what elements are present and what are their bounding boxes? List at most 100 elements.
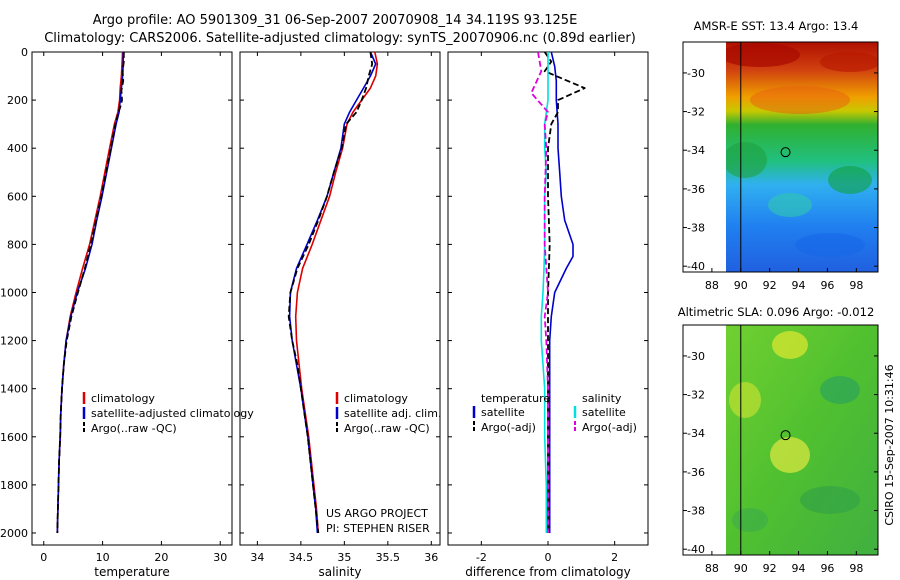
figure-title-line1: Argo profile: AO 5901309_31 06-Sep-2007 … (93, 13, 578, 28)
sla-low-patch (732, 508, 768, 532)
series-line-climatology (56, 51, 124, 534)
difference-legend: temperature satellite Argo(-adj) salinit… (472, 392, 637, 434)
legend-group-temperature: temperature (481, 392, 550, 405)
y-tick-label: 1400 (0, 383, 28, 396)
sst-heatmap (726, 42, 878, 272)
y-tick-label: 400 (7, 142, 28, 155)
series-line-satellite-temperature (548, 51, 574, 533)
temperature-chart: 0 10 20 30 temperature 0 200 400 600 800 1000 1200 1… (0, 46, 232, 579)
x-axis-label: temperature (94, 565, 169, 579)
legend-label-climatology: climatology (91, 392, 155, 405)
sst-cyan-patch (768, 193, 812, 217)
sst-blue-patch (795, 233, 865, 257)
legend-label-satellite: satellite adj. clim. (344, 407, 441, 420)
temperature-legend: climatology satellite-adjusted climatolo… (82, 392, 254, 435)
series-line-argo-adj--salinity (530, 51, 549, 533)
legend-label-temp-argo: Argo(-adj) (481, 421, 536, 434)
argo-position-marker (780, 147, 791, 158)
x-tick-label: -2 (476, 551, 487, 564)
sla-low-patch (800, 486, 860, 514)
timestamp-stamp: CSIRO 15-Sep-2007 10:31:46 (883, 364, 896, 525)
y-tick-label: 1600 (0, 431, 28, 444)
y-tick-label: -32 (687, 106, 705, 119)
y-tick-label: 1000 (0, 286, 28, 299)
sla-high-patch (770, 437, 810, 473)
legend-label-argo: Argo(..raw -QC) (344, 422, 430, 435)
x-axis-label: salinity (318, 565, 361, 579)
series-line-satellite-adj-clim- (288, 51, 377, 534)
y-tick-label: -38 (687, 222, 705, 235)
legend-group-salinity: salinity (582, 392, 622, 405)
sla-heatmap (726, 325, 878, 555)
x-tick-label: 0 (40, 551, 47, 564)
y-tick-label: -32 (687, 389, 705, 402)
series-line-climatology (294, 51, 379, 534)
salinity-panel-frame (239, 51, 441, 546)
y-tick-label: 2000 (0, 527, 28, 540)
series-line-satellite-adjusted-climatology (56, 52, 124, 534)
pi-credit: PI: STEPHEN RISER (326, 522, 430, 535)
temperature-panel-frame (31, 51, 233, 546)
y-tick-label: -40 (687, 260, 705, 273)
sla-map-title: Altimetric SLA: 0.096 Argo: -0.012 (678, 305, 875, 319)
y-tick-label: -36 (687, 466, 705, 479)
y-tick-label: 1200 (0, 335, 28, 348)
x-tick-label: 34.5 (289, 551, 314, 564)
y-tick-label: -34 (687, 427, 705, 440)
y-tick-label: -36 (687, 183, 705, 196)
x-tick-label: 35 (337, 551, 351, 564)
y-tick-label: -30 (687, 350, 705, 363)
salinity-legend: climatology satellite adj. clim. Argo(..… (335, 392, 441, 435)
x-tick-label: 94 (792, 279, 806, 292)
x-tick-label: 90 (734, 562, 748, 575)
x-axis-label: difference from climatology (465, 565, 631, 579)
y-tick-label: 200 (7, 94, 28, 107)
sst-warm-patch (820, 52, 878, 72)
sla-map-axes: 88 90 92 94 96 98 -30 -32 -34 -36 -38 -40 (683, 325, 878, 575)
sla-high-patch (729, 382, 761, 418)
y-tick-label: -34 (687, 144, 705, 157)
sst-green-patch (726, 142, 767, 178)
x-tick-label: 34 (250, 551, 264, 564)
salinity-chart: 34 34.5 35 35.5 36 salinity (240, 51, 440, 579)
y-tick-label: 1800 (0, 479, 28, 492)
x-tick-label: 96 (820, 279, 834, 292)
legend-label-satellite: satellite-adjusted climatology (91, 407, 254, 420)
y-tick-label: -40 (687, 543, 705, 556)
x-tick-label: 92 (763, 562, 777, 575)
sst-map-title: AMSR-E SST: 13.4 Argo: 13.4 (694, 19, 859, 33)
legend-label-climatology: climatology (344, 392, 408, 405)
y-tick-label: 600 (7, 190, 28, 203)
x-tick-label: 30 (213, 551, 227, 564)
x-tick-label: 35.5 (376, 551, 401, 564)
y-tick-label: -30 (687, 67, 705, 80)
x-tick-label: 96 (820, 562, 834, 575)
sst-orange-patch (750, 86, 850, 114)
x-tick-label: 36 (424, 551, 438, 564)
legend-label-temp-satellite: satellite (481, 406, 525, 419)
x-tick-label: 94 (792, 562, 806, 575)
sst-green-patch (828, 166, 872, 194)
x-tick-label: 88 (705, 562, 719, 575)
sst-warm-patch (726, 43, 800, 67)
y-tick-label: -38 (687, 505, 705, 518)
x-tick-label: 0 (545, 551, 552, 564)
legend-label-sal-argo: Argo(-adj) (582, 421, 637, 434)
legend-label-sal-satellite: satellite (582, 406, 626, 419)
sla-map-frame (682, 324, 879, 556)
series-line-argo-adj--temperature (543, 51, 586, 533)
argo-position-marker (780, 430, 791, 441)
x-tick-label: 98 (849, 279, 863, 292)
sla-low-patch (820, 376, 860, 404)
sla-high-patch (772, 331, 808, 359)
y-tick-label: 800 (7, 238, 28, 251)
project-credit: US ARGO PROJECT (326, 507, 428, 520)
sst-map-axes: 88 90 92 94 96 98 -30 -32 -34 -36 -38 -40 (683, 42, 878, 292)
x-tick-label: 88 (705, 279, 719, 292)
x-tick-label: 92 (763, 279, 777, 292)
series-line-argo-raw-qc- (287, 51, 374, 534)
figure-title-line2: Climatology: CARS2006. Satellite-adjuste… (44, 31, 636, 46)
legend-label-argo: Argo(..raw -QC) (91, 422, 177, 435)
